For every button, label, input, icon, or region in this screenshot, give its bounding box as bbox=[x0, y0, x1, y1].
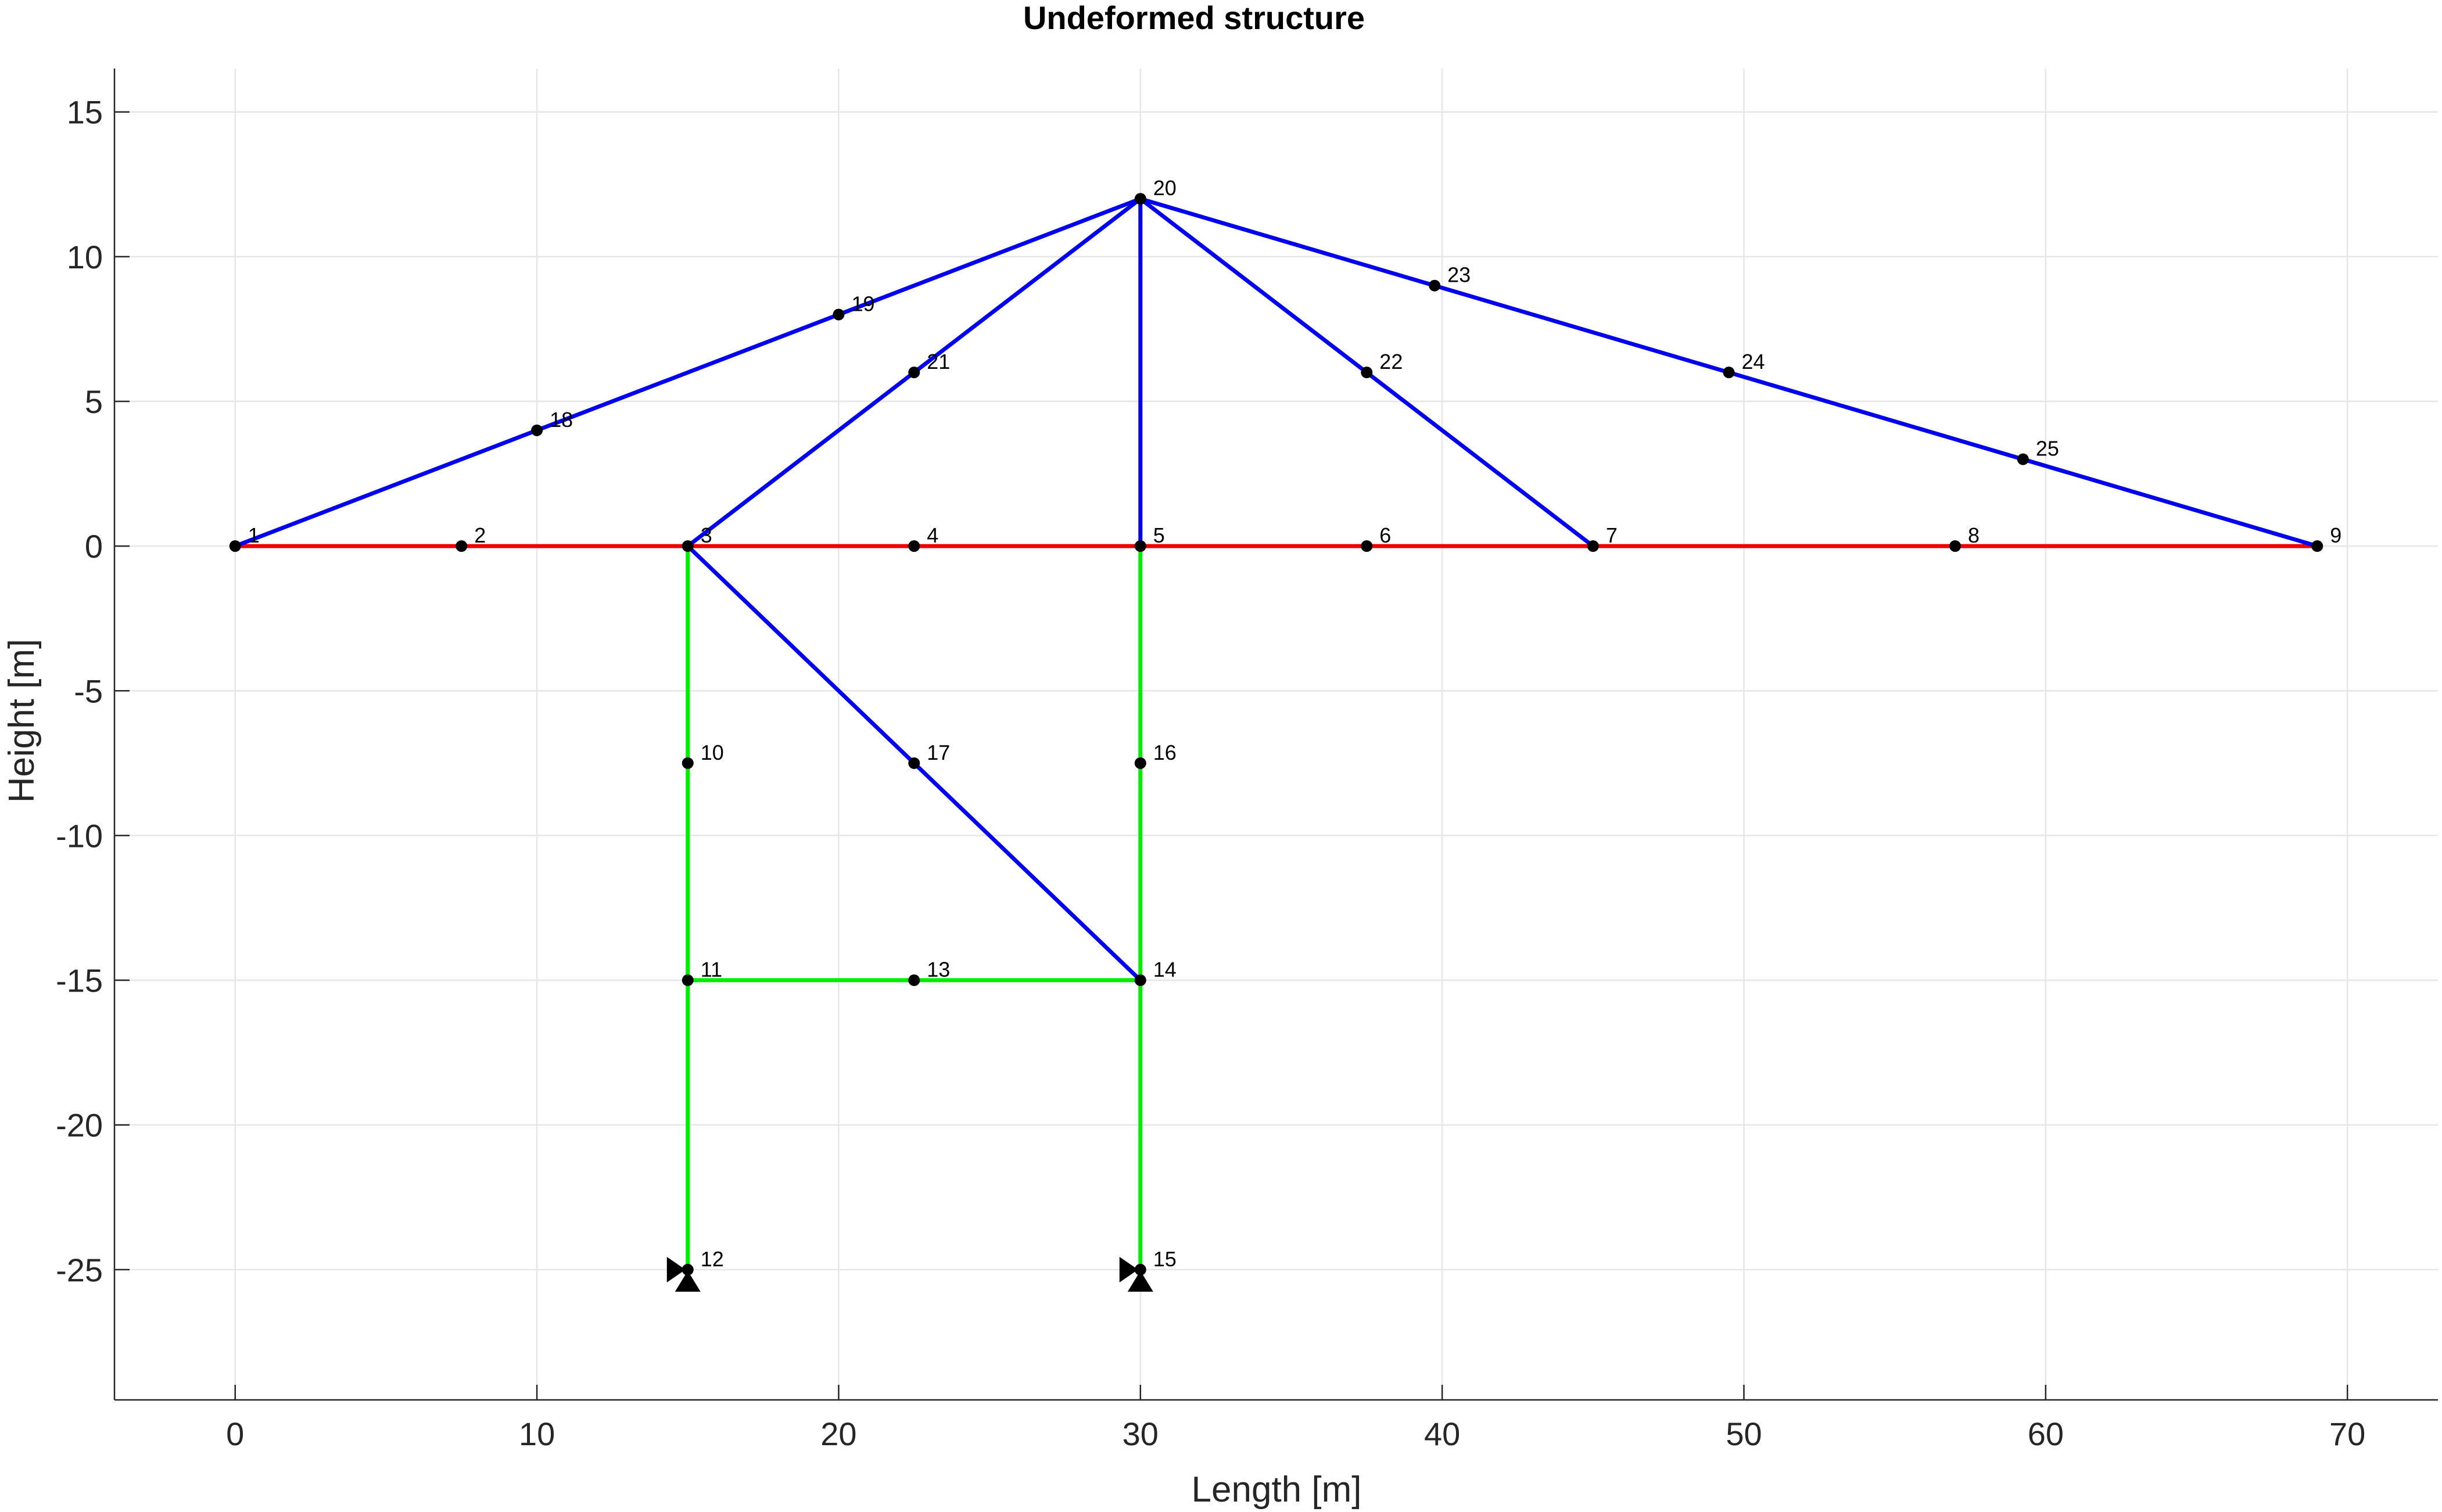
y-tick-label: -20 bbox=[56, 1107, 103, 1144]
node-8 bbox=[1949, 540, 1962, 552]
chart-title: Undeformed structure bbox=[1023, 0, 1365, 36]
node-25 bbox=[2017, 453, 2029, 465]
node-label: 3 bbox=[701, 523, 712, 547]
horizontal-support-marker bbox=[666, 1256, 686, 1283]
node-16 bbox=[1134, 757, 1146, 769]
nodes bbox=[229, 193, 2323, 1276]
node-1 bbox=[229, 540, 241, 552]
y-tick-label: 15 bbox=[67, 94, 103, 131]
x-tick-label: 30 bbox=[1123, 1416, 1159, 1452]
node-label: 9 bbox=[2330, 523, 2341, 547]
node-label: 17 bbox=[927, 741, 950, 764]
node-label: 19 bbox=[851, 292, 874, 316]
node-17 bbox=[908, 757, 920, 769]
node-label: 14 bbox=[1153, 958, 1177, 982]
y-tick-label: -10 bbox=[56, 817, 103, 854]
node-label: 18 bbox=[550, 408, 573, 432]
node-label: 13 bbox=[927, 958, 950, 982]
node-label: 24 bbox=[1742, 350, 1765, 373]
node-7 bbox=[1587, 540, 1599, 552]
y-tick-label: -15 bbox=[56, 962, 103, 999]
axes bbox=[113, 69, 2438, 1401]
node-label: 2 bbox=[474, 523, 486, 547]
blue-member bbox=[233, 196, 1143, 548]
grid-lines bbox=[114, 69, 2438, 1400]
x-tick-label: 70 bbox=[2329, 1416, 2365, 1452]
node-label: 10 bbox=[701, 741, 724, 764]
node-label: 20 bbox=[1153, 176, 1177, 200]
node-label: 16 bbox=[1153, 741, 1177, 764]
x-tick-label: 40 bbox=[1424, 1416, 1460, 1452]
vertical-support-marker bbox=[675, 1270, 701, 1292]
y-tick-label: -5 bbox=[74, 673, 103, 709]
x-tick-label: 20 bbox=[820, 1416, 856, 1452]
x-tick-label: 50 bbox=[1726, 1416, 1762, 1452]
node-label: 15 bbox=[1153, 1247, 1177, 1271]
node-3 bbox=[682, 540, 694, 552]
node-label: 7 bbox=[1606, 523, 1618, 547]
x-tick-label: 0 bbox=[226, 1416, 244, 1452]
node-11 bbox=[682, 974, 694, 986]
node-13 bbox=[908, 974, 920, 986]
y-tick-label: 10 bbox=[67, 239, 103, 275]
horizontal-support-marker bbox=[1119, 1256, 1138, 1283]
node-6 bbox=[1361, 540, 1373, 552]
node-9 bbox=[2311, 540, 2323, 552]
y-axis-label: Height [m] bbox=[2, 639, 42, 803]
node-label: 1 bbox=[248, 523, 260, 547]
node-label: 23 bbox=[1447, 263, 1471, 287]
node-label: 5 bbox=[1153, 523, 1165, 547]
y-tick-label: -25 bbox=[56, 1252, 103, 1288]
y-tick-label: 0 bbox=[85, 528, 103, 565]
node-label: 12 bbox=[701, 1247, 724, 1271]
node-18 bbox=[531, 424, 543, 436]
node-label: 6 bbox=[1379, 523, 1391, 547]
node-2 bbox=[456, 540, 468, 552]
node-label: 22 bbox=[1379, 350, 1403, 373]
x-tick-label: 10 bbox=[519, 1416, 555, 1452]
node-20 bbox=[1134, 193, 1146, 205]
node-label: 4 bbox=[927, 523, 938, 547]
node-5 bbox=[1134, 540, 1146, 552]
node-4 bbox=[908, 540, 920, 552]
node-10 bbox=[682, 757, 694, 769]
node-label: 8 bbox=[1968, 523, 1980, 547]
node-21 bbox=[908, 367, 920, 379]
node-24 bbox=[1723, 367, 1735, 379]
node-12 bbox=[682, 1263, 694, 1276]
node-23 bbox=[1429, 279, 1441, 292]
node-15 bbox=[1134, 1263, 1146, 1276]
x-axis-label: Length [m] bbox=[1192, 1470, 1362, 1510]
node-label: 25 bbox=[2036, 437, 2059, 461]
y-tick-label: 5 bbox=[85, 383, 103, 420]
supports bbox=[666, 1256, 1153, 1292]
node-19 bbox=[833, 308, 845, 321]
node-label: 21 bbox=[927, 350, 950, 373]
x-tick-labels: 0 10 20 30 40 50 60 70 bbox=[226, 1416, 2365, 1452]
node-14 bbox=[1134, 974, 1146, 986]
node-label: 11 bbox=[701, 958, 722, 982]
node-22 bbox=[1361, 367, 1373, 379]
structure-members bbox=[233, 196, 2319, 1272]
vertical-support-marker bbox=[1127, 1270, 1153, 1292]
x-tick-label: 60 bbox=[2028, 1416, 2064, 1452]
y-tick-labels: 15 10 5 0 -5 -10 -15 -20 -25 bbox=[56, 94, 103, 1288]
